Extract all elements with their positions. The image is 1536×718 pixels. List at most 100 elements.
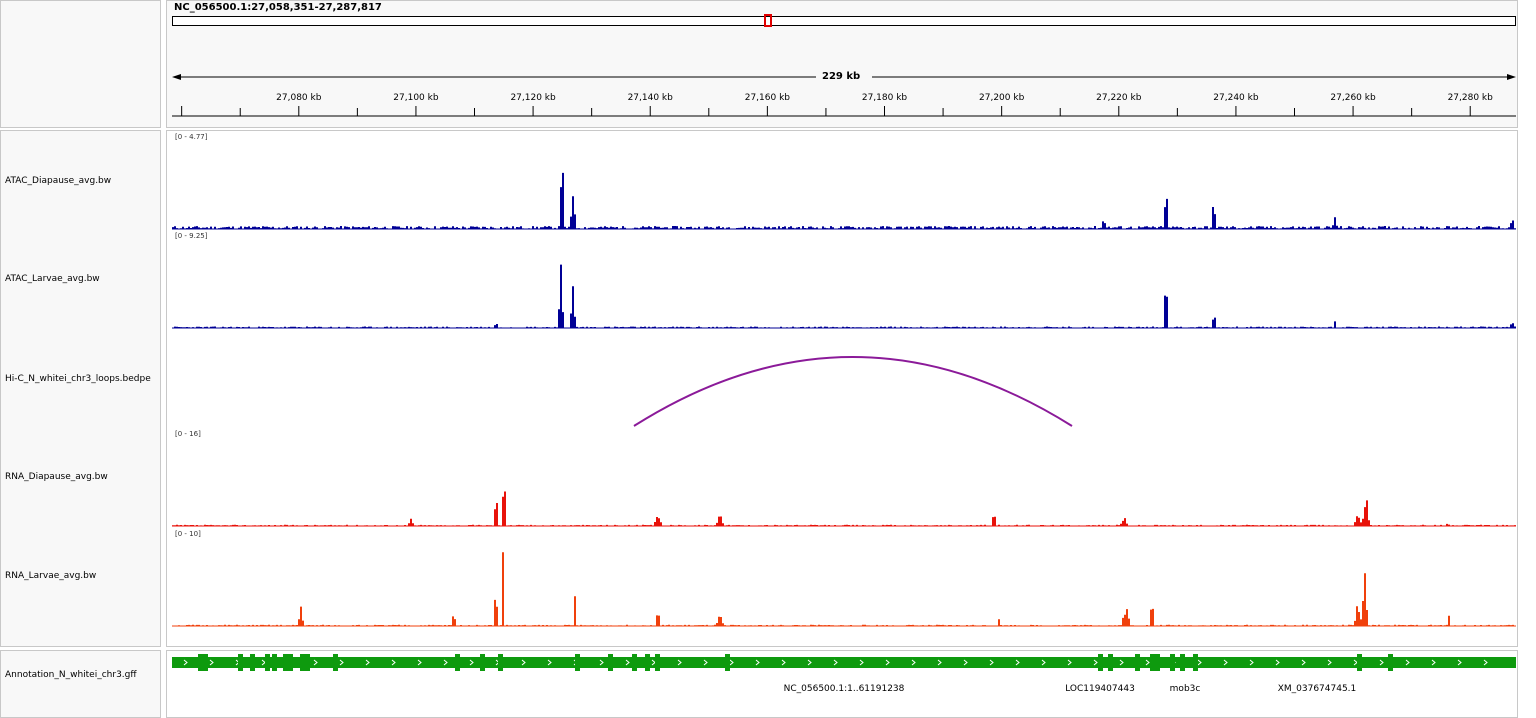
track-name-atac-larvae[interactable]: ATAC_Larvae_avg.bw xyxy=(5,274,100,284)
exon-block xyxy=(1108,654,1113,671)
strand-chevron xyxy=(339,659,344,666)
strand-chevron xyxy=(1405,659,1410,666)
strand-chevron xyxy=(625,659,630,666)
exon-block xyxy=(1170,654,1175,671)
exon-block xyxy=(608,654,613,671)
strand-chevron xyxy=(183,659,188,666)
strand-chevron xyxy=(1067,659,1072,666)
exon-block xyxy=(333,654,338,671)
strand-chevron xyxy=(963,659,968,666)
chromosome-ideogram[interactable] xyxy=(172,16,1516,26)
feature-label-loc119407443[interactable]: LOC119407443 xyxy=(1065,684,1135,694)
strand-chevron xyxy=(599,659,604,666)
strand-chevron xyxy=(1457,659,1462,666)
strand-chevron xyxy=(469,659,474,666)
track-name-hic-loops[interactable]: Hi-C_N_whitei_chr3_loops.bedpe xyxy=(5,374,151,384)
strand-chevron xyxy=(1431,659,1436,666)
ruler-tick-label: 27,180 kb xyxy=(861,93,908,103)
rna-larvae-signal xyxy=(172,552,1516,627)
strand-chevron xyxy=(1119,659,1124,666)
ruler-tick-label: 27,120 kb xyxy=(510,93,556,103)
rna-diapause-signal xyxy=(172,491,1516,527)
exon-block xyxy=(632,654,637,671)
exon-block xyxy=(305,654,310,671)
strand-chevron xyxy=(417,659,422,666)
header-name-panel xyxy=(0,0,161,128)
ruler-tick-label: 27,160 kb xyxy=(744,93,790,103)
exon-block xyxy=(1135,654,1140,671)
feature-label-mob3c[interactable]: mob3c xyxy=(1169,684,1201,694)
exon-block xyxy=(1357,654,1362,671)
strand-chevron xyxy=(1145,659,1150,666)
range-rna-larvae: [0 - 10] xyxy=(175,530,201,538)
strand-chevron xyxy=(521,659,526,666)
exon-block xyxy=(455,654,460,671)
atac-larvae-signal xyxy=(172,264,1516,329)
strand-chevron xyxy=(833,659,838,666)
exon-block xyxy=(250,654,255,671)
strand-chevron xyxy=(1379,659,1384,666)
strand-chevron xyxy=(313,659,318,666)
strand-chevron xyxy=(729,659,734,666)
strand-chevron xyxy=(1275,659,1280,666)
ruler-tick-label: 27,220 kb xyxy=(1096,93,1142,103)
exon-block xyxy=(480,654,485,671)
strand-chevron xyxy=(703,659,708,666)
ruler-tick-label: 27,280 kb xyxy=(1447,93,1493,103)
exon-block xyxy=(1155,654,1160,671)
span-arrow xyxy=(172,74,1516,80)
strand-chevron xyxy=(1015,659,1020,666)
exon-block xyxy=(300,654,305,671)
exon-block xyxy=(645,654,650,671)
ruler-tick-label: 27,100 kb xyxy=(393,93,439,103)
current-region-box[interactable] xyxy=(764,14,772,27)
strand-chevron xyxy=(755,659,760,666)
exon-block xyxy=(288,654,293,671)
strand-chevron xyxy=(1301,659,1306,666)
data-panel[interactable] xyxy=(166,130,1518,647)
exon-block xyxy=(203,654,208,671)
strand-chevron xyxy=(209,659,214,666)
ruler-ticks xyxy=(172,106,1516,117)
ruler-tick-label: 27,080 kb xyxy=(276,93,322,103)
ruler-tick-label: 27,260 kb xyxy=(1330,93,1376,103)
strand-chevron xyxy=(1093,659,1098,666)
locus-label: NC_056500.1:27,058,351-27,287,817 xyxy=(174,2,382,13)
strand-chevron xyxy=(781,659,786,666)
feature-label-xm037674745[interactable]: XM_037674745.1 xyxy=(1277,684,1357,694)
exon-block xyxy=(238,654,243,671)
exon-block xyxy=(498,654,503,671)
strand-chevron xyxy=(365,659,370,666)
atac-diapause-signal xyxy=(172,172,1516,230)
exon-block xyxy=(283,654,288,671)
exon-block xyxy=(1098,654,1103,671)
span-label: 229 kb xyxy=(822,71,861,82)
track-name-annotation[interactable]: Annotation_N_whitei_chr3.gff xyxy=(5,670,137,680)
ruler-tick-label: 27,240 kb xyxy=(1213,93,1259,103)
exon-block xyxy=(1388,654,1393,671)
exon-block xyxy=(1150,654,1155,671)
strand-chevron xyxy=(989,659,994,666)
feature-label-chromosome[interactable]: NC_056500.1:1..61191238 xyxy=(783,684,905,694)
strand-chevron xyxy=(443,659,448,666)
track-name-panel xyxy=(0,130,161,647)
exon-block xyxy=(198,654,203,671)
strand-chevron xyxy=(885,659,890,666)
ruler-tick-label: 27,200 kb xyxy=(979,93,1025,103)
strand-chevron xyxy=(937,659,942,666)
strand-chevron xyxy=(807,659,812,666)
strand-chevron xyxy=(859,659,864,666)
strand-chevron xyxy=(1249,659,1254,666)
track-name-atac-diapause[interactable]: ATAC_Diapause_avg.bw xyxy=(5,176,112,186)
exon-block xyxy=(272,654,277,671)
strand-chevron xyxy=(1197,659,1202,666)
strand-chevron xyxy=(391,659,396,666)
exon-block xyxy=(265,654,270,671)
track-name-rna-diapause[interactable]: RNA_Diapause_avg.bw xyxy=(5,472,108,482)
ruler-tick-label: 27,140 kb xyxy=(627,93,673,103)
track-name-rna-larvae[interactable]: RNA_Larvae_avg.bw xyxy=(5,571,97,581)
strand-chevron xyxy=(1327,659,1332,666)
